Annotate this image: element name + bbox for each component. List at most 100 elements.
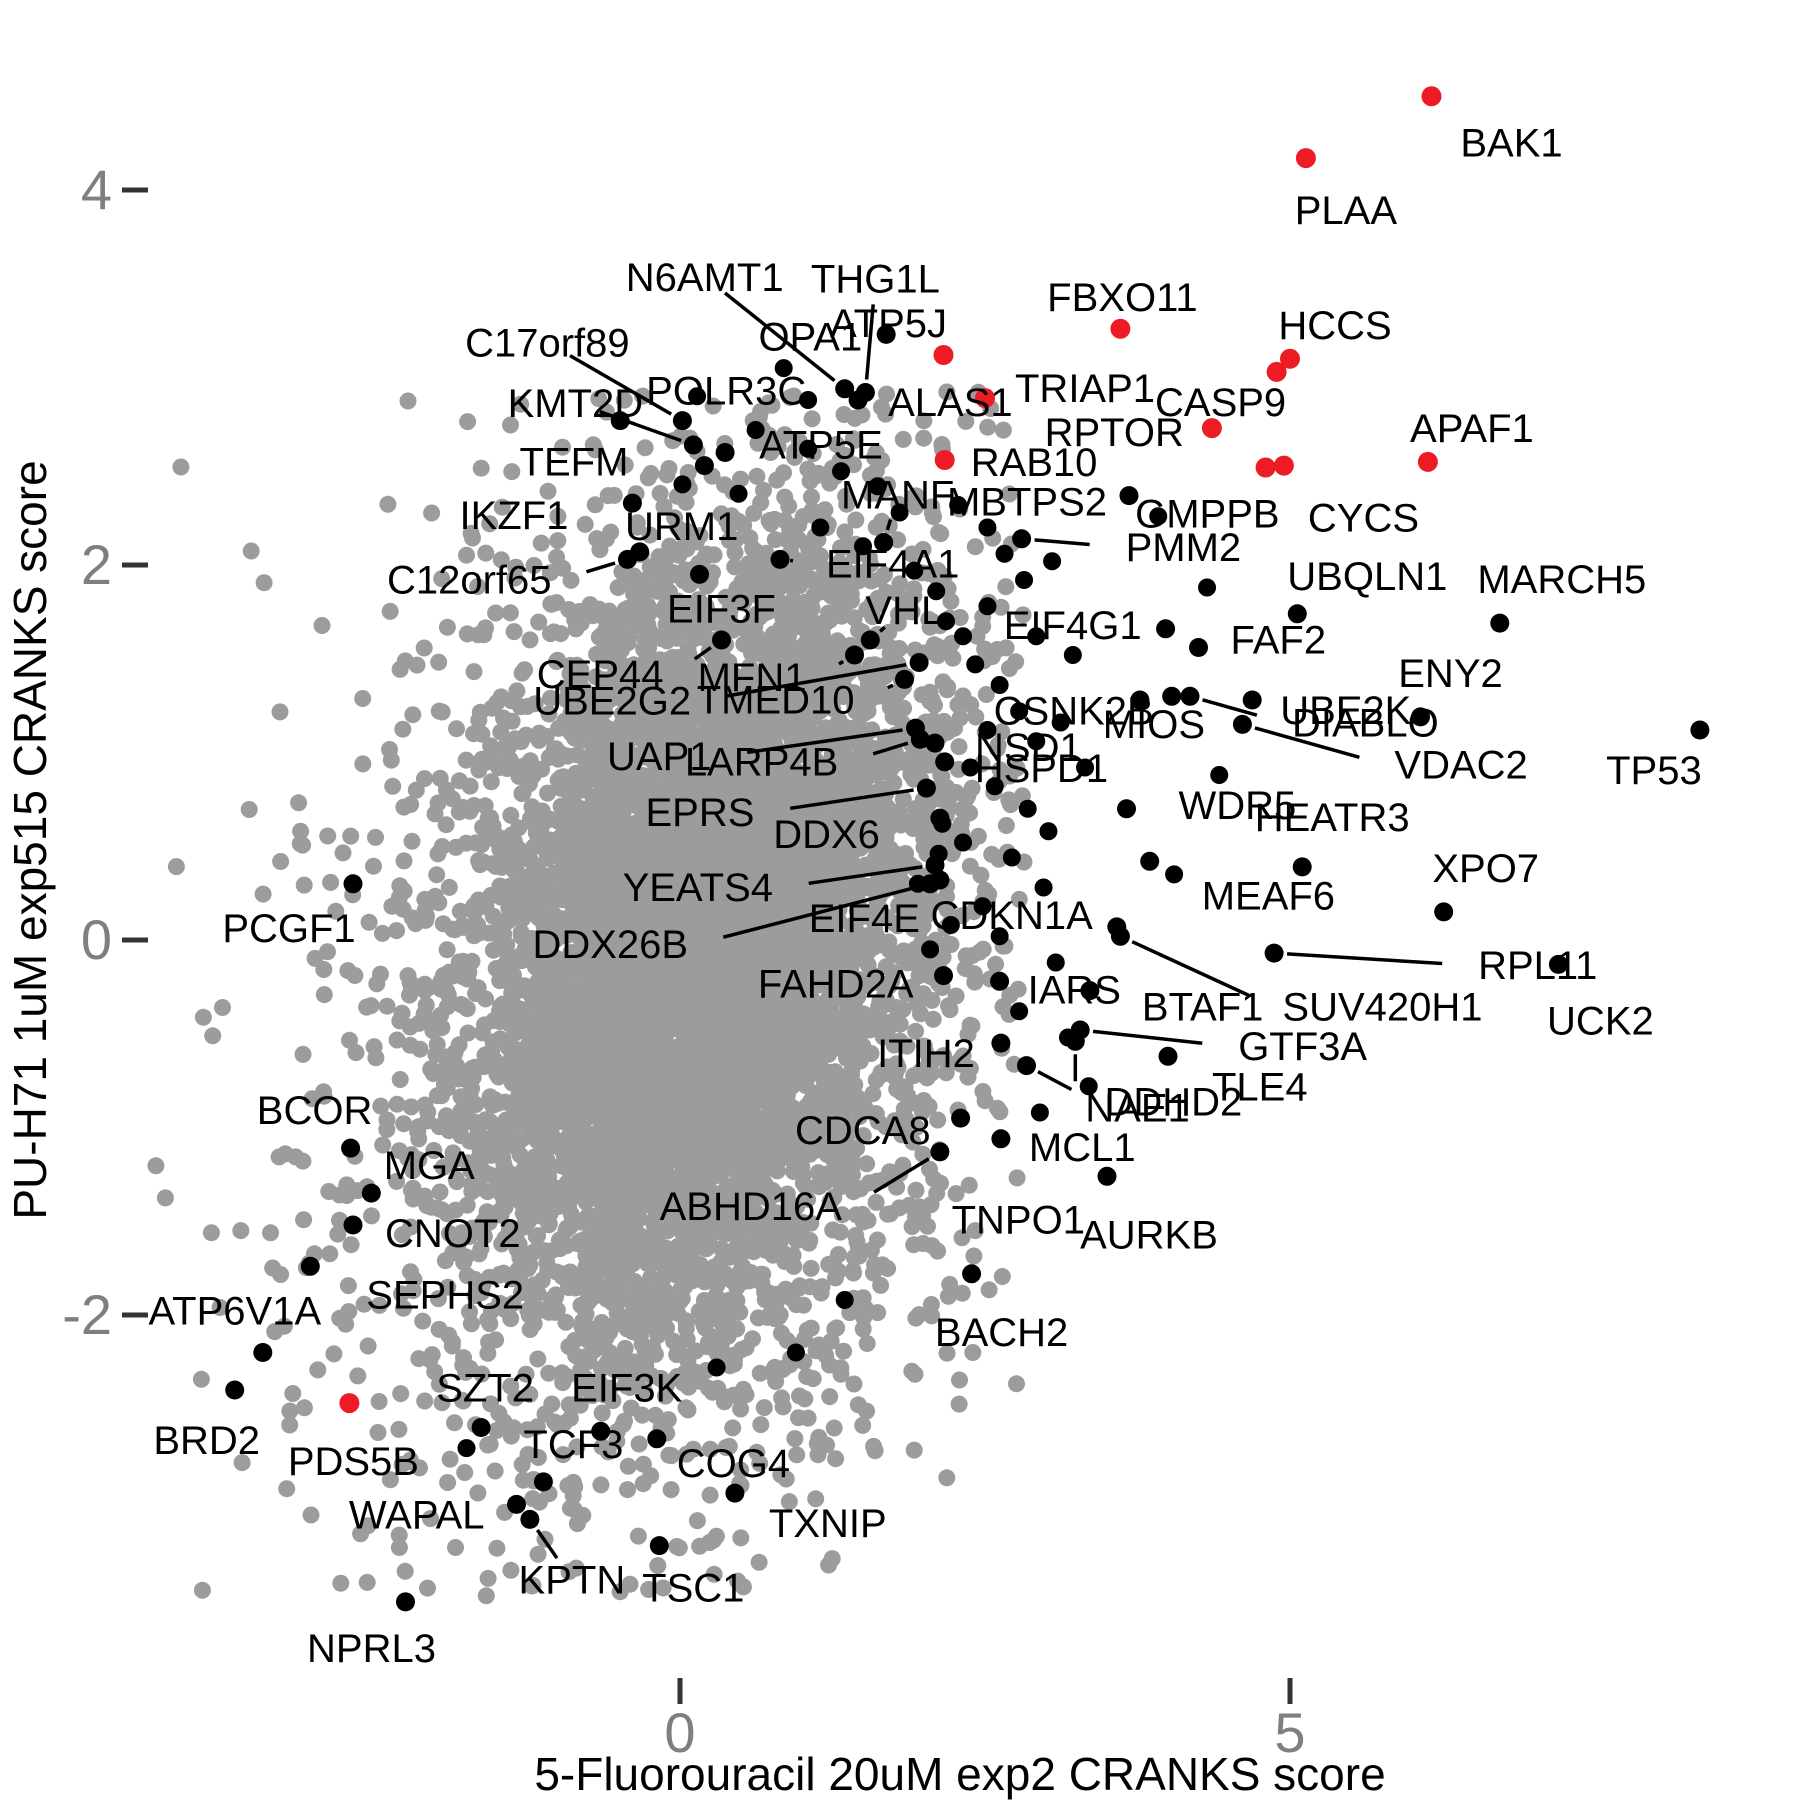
background-point (456, 1464, 474, 1481)
background-point (360, 913, 378, 931)
background-point (347, 1044, 365, 1062)
background-point (193, 1581, 211, 1599)
background-point (472, 459, 490, 477)
background-point (147, 1157, 165, 1175)
background-point (997, 817, 1015, 834)
background-point (549, 507, 567, 525)
background-point (566, 1331, 584, 1349)
background-point (965, 1247, 983, 1265)
background-point (774, 1398, 792, 1416)
background-point (821, 1388, 839, 1406)
background-point (438, 618, 456, 636)
background-point (554, 1446, 572, 1464)
background-point (446, 1414, 463, 1432)
background-point (392, 1385, 410, 1403)
background-point (593, 1404, 611, 1422)
background-point (848, 1233, 866, 1251)
background-point (768, 471, 786, 489)
background-point (915, 429, 933, 447)
background-point (358, 1573, 376, 1591)
background-point (372, 965, 389, 983)
background-point (540, 1364, 558, 1382)
background-point (240, 801, 258, 818)
background-point (619, 1481, 636, 1499)
background-point (309, 1361, 327, 1379)
background-point (447, 838, 465, 856)
background-point (437, 1107, 455, 1125)
background-point (502, 1561, 520, 1579)
background-point (950, 738, 968, 756)
background-point (440, 878, 458, 896)
background-point (654, 1579, 672, 1597)
background-point (441, 1225, 458, 1242)
background-point (242, 542, 260, 560)
background-point (467, 985, 485, 1002)
background-point (438, 941, 456, 959)
background-point (419, 1579, 436, 1597)
background-point (928, 1184, 946, 1202)
background-point (325, 1345, 343, 1363)
background-point (388, 1095, 406, 1113)
background-point (524, 1490, 542, 1508)
background-point (651, 484, 669, 502)
background-point (634, 1455, 652, 1473)
background-point (835, 406, 853, 423)
background-point (907, 1181, 925, 1199)
background-point (363, 1207, 380, 1225)
background-point (847, 511, 865, 529)
background-point (437, 816, 455, 834)
background-point (462, 1315, 480, 1333)
background-point (701, 1440, 719, 1458)
background-point (932, 525, 950, 543)
background-point (378, 1121, 396, 1138)
background-point (639, 469, 657, 487)
background-point (365, 857, 382, 875)
background-point (384, 777, 402, 795)
background-point (233, 1454, 251, 1472)
background-point (905, 1441, 923, 1459)
background-point (912, 1005, 929, 1023)
background-point (313, 617, 331, 634)
background-point (938, 1469, 956, 1487)
background-point (428, 866, 446, 884)
background-point (332, 1574, 350, 1592)
background-point (858, 1335, 876, 1352)
background-point (1008, 1169, 1026, 1187)
background-point (802, 1259, 820, 1277)
background-point (688, 1512, 706, 1530)
background-point (354, 690, 372, 707)
background-point (156, 1189, 174, 1207)
background-point (844, 1262, 862, 1280)
background-point (670, 1539, 688, 1557)
background-point (416, 890, 434, 908)
background-cloud-points (147, 383, 1033, 1605)
background-point (379, 495, 397, 513)
background-point (961, 857, 979, 875)
background-point (202, 1224, 220, 1242)
background-point (567, 620, 585, 638)
background-point (346, 967, 364, 984)
background-point (482, 737, 500, 755)
background-point (295, 1211, 313, 1229)
background-point (284, 1385, 302, 1402)
background-point (953, 1229, 971, 1247)
background-point (271, 703, 289, 721)
background-point (429, 845, 447, 863)
background-point (329, 1225, 347, 1243)
background-point (172, 458, 190, 476)
background-point (521, 631, 539, 649)
background-point (272, 853, 290, 870)
background-point (417, 996, 435, 1014)
background-point (388, 922, 406, 940)
background-point (983, 845, 1001, 863)
background-point (295, 1399, 313, 1417)
background-point (381, 602, 399, 620)
background-point (724, 1419, 742, 1437)
background-point (391, 1071, 409, 1088)
background-point (254, 885, 272, 903)
background-point (319, 827, 337, 845)
background-point (974, 1083, 992, 1100)
background-point (997, 578, 1015, 596)
background-point (755, 1399, 773, 1417)
background-point (262, 1224, 279, 1242)
